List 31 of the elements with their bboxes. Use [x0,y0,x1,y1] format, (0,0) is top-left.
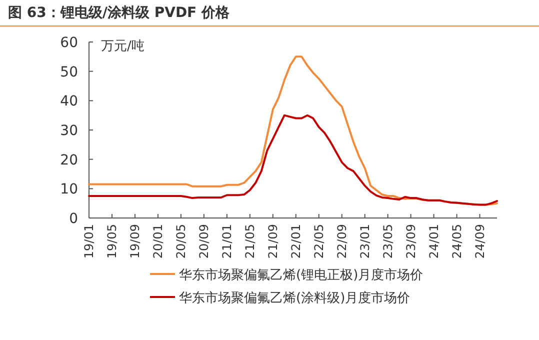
x-tick-label: 19/05 [104,224,119,259]
y-tick-label: 10 [60,182,78,198]
x-tick-label: 21/01 [220,224,234,259]
x-tick-label: 24/05 [450,224,464,259]
x-tick-label: 23/01 [358,224,372,259]
x-tick-label: 20/09 [196,224,211,259]
y-tick-label: 40 [60,94,78,110]
x-tick-label: 22/05 [312,224,326,259]
x-tick-label: 21/05 [242,224,257,259]
x-tick-label: 20/01 [150,224,165,259]
x-tick-label: 21/09 [266,224,280,259]
y-tick-label: 60 [60,35,78,51]
x-tick-label: 22/09 [334,224,349,259]
x-tick-label: 24/09 [472,224,487,259]
y-axis-title: 万元/吨 [101,39,144,54]
line-series [88,114,498,206]
y-tick-label: 50 [60,64,78,80]
line-series [88,56,498,206]
y-tick-label: 0 [69,211,78,227]
legend-label: 华东市场聚偏氟乙烯(锂电正极)月度市场价 [179,267,424,283]
chart-title: 图 63：锂电级/涂料级 PVDF 价格 [8,5,230,21]
x-tick-label: 19/01 [82,224,96,259]
x-tick-label: 23/09 [404,224,418,259]
y-tick-label: 20 [60,152,78,168]
x-tick-label: 19/09 [128,224,142,259]
y-tick-label: 30 [60,123,78,139]
x-tick-label: 23/05 [380,224,395,259]
x-tick-label: 20/05 [174,224,188,259]
legend-label: 华东市场聚偏氟乙烯(涂料级)月度市场价 [179,290,410,306]
x-tick-label: 22/01 [288,224,303,259]
x-tick-label: 24/01 [426,224,441,259]
